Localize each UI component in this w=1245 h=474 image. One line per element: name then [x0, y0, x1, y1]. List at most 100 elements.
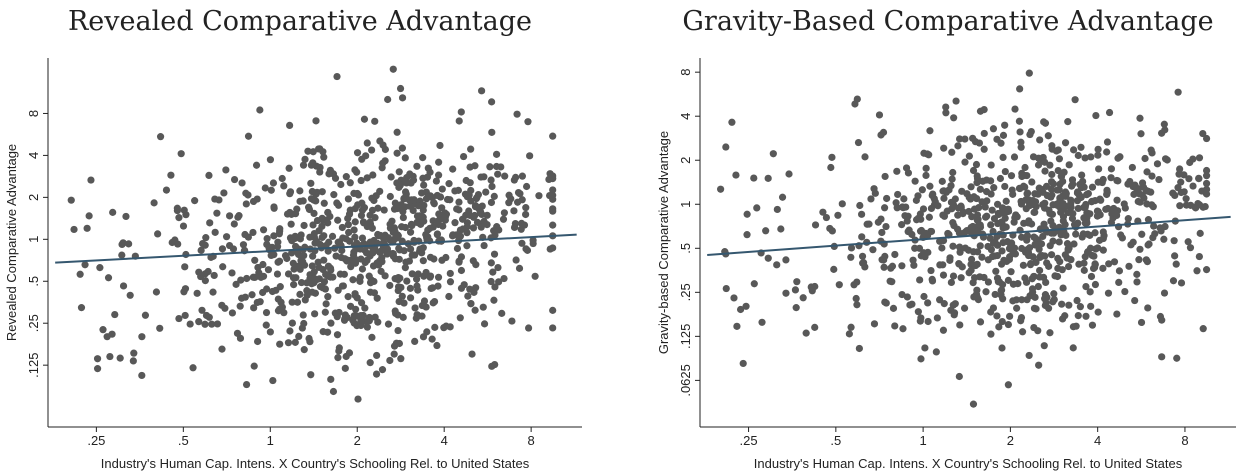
- data-point: [368, 333, 376, 341]
- data-point: [488, 182, 496, 191]
- data-point: [969, 166, 978, 175]
- data-point: [736, 305, 745, 314]
- data-point: [732, 171, 740, 179]
- data-point: [1143, 200, 1151, 208]
- data-point: [1036, 136, 1044, 144]
- data-point: [236, 334, 245, 342]
- data-point: [262, 308, 271, 317]
- data-point: [894, 190, 902, 199]
- data-point: [520, 221, 529, 229]
- data-point: [477, 223, 485, 231]
- data-point: [978, 253, 986, 261]
- data-point: [211, 228, 219, 236]
- data-point: [346, 302, 355, 310]
- data-point: [312, 197, 320, 205]
- data-point: [1023, 296, 1031, 304]
- data-point: [335, 344, 343, 352]
- data-point: [1196, 201, 1204, 209]
- data-point: [522, 210, 530, 219]
- data-point: [491, 360, 499, 369]
- data-point: [472, 284, 480, 292]
- data-point: [762, 227, 770, 235]
- data-point: [1020, 219, 1028, 227]
- data-point: [266, 156, 275, 164]
- data-point: [1011, 214, 1019, 222]
- data-point: [984, 278, 993, 286]
- data-point: [889, 304, 898, 312]
- x-tick-label: 4: [441, 433, 448, 448]
- data-point: [1058, 315, 1067, 323]
- data-point: [250, 362, 258, 370]
- data-point: [244, 132, 253, 140]
- data-point: [793, 278, 801, 286]
- data-point: [1023, 190, 1031, 198]
- data-point: [310, 268, 318, 276]
- data-point: [739, 359, 747, 368]
- chart-title: Revealed Comparative Advantage: [68, 6, 532, 37]
- data-point: [67, 196, 75, 204]
- data-point: [991, 290, 999, 299]
- data-point: [549, 172, 557, 180]
- data-point: [318, 188, 326, 196]
- data-point: [468, 350, 476, 358]
- data-point: [356, 277, 364, 285]
- data-point: [432, 177, 440, 185]
- data-point: [324, 247, 332, 255]
- data-point: [938, 244, 946, 252]
- data-point: [466, 179, 474, 187]
- data-point: [498, 309, 506, 317]
- data-point: [922, 171, 930, 180]
- data-point: [126, 291, 134, 299]
- data-point: [967, 183, 975, 191]
- data-point: [482, 188, 490, 196]
- data-point: [324, 293, 332, 301]
- data-point: [924, 317, 932, 326]
- x-tick-label: 2: [354, 433, 361, 448]
- data-point: [893, 204, 901, 212]
- data-point: [1067, 256, 1075, 264]
- data-point: [436, 193, 445, 201]
- data-point: [202, 234, 210, 242]
- data-point: [288, 319, 296, 327]
- data-point: [467, 300, 475, 308]
- data-point: [379, 141, 387, 149]
- data-point: [518, 196, 526, 204]
- data-point: [362, 249, 371, 257]
- data-point: [1091, 260, 1099, 268]
- data-point: [384, 320, 393, 328]
- data-point: [108, 330, 116, 338]
- data-point: [386, 192, 394, 201]
- data-point: [1062, 231, 1070, 239]
- data-point: [199, 239, 207, 248]
- data-point: [924, 248, 932, 256]
- data-point: [230, 220, 238, 228]
- data-point: [334, 216, 342, 224]
- data-point: [1107, 165, 1116, 173]
- data-point: [1054, 146, 1062, 154]
- data-point: [1047, 229, 1056, 237]
- data-point: [960, 304, 969, 312]
- data-point: [947, 182, 955, 190]
- data-point: [393, 149, 401, 157]
- data-point: [401, 188, 410, 196]
- data-point: [961, 244, 969, 252]
- data-point: [916, 276, 924, 284]
- data-point: [924, 231, 932, 240]
- data-point: [919, 205, 928, 213]
- data-point: [869, 246, 877, 254]
- data-point: [1039, 232, 1047, 241]
- data-point: [1069, 180, 1077, 188]
- data-point: [911, 177, 919, 185]
- data-point: [489, 268, 497, 276]
- data-point: [500, 209, 508, 217]
- data-point: [987, 161, 995, 169]
- data-point: [1014, 280, 1022, 288]
- data-point: [455, 198, 463, 206]
- y-axis-label: Gravity-based Comparative Advantage: [656, 131, 671, 354]
- data-point: [459, 225, 467, 233]
- data-point: [396, 84, 405, 93]
- data-point: [261, 184, 269, 192]
- data-point: [939, 326, 948, 334]
- data-point: [743, 210, 751, 218]
- data-point: [958, 263, 966, 271]
